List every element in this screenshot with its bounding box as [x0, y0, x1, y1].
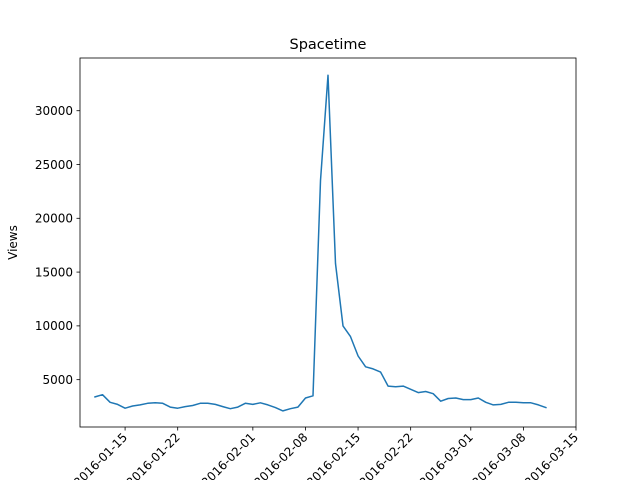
- y-tick-label: 5000: [42, 373, 73, 387]
- y-axis-label: Views: [6, 225, 20, 260]
- x-tick-label: 2016-02-01: [199, 430, 258, 480]
- y-axis-ticks: 5000 10000 15000 20000 25000 30000: [35, 104, 80, 387]
- y-tick-label: 15000: [35, 265, 73, 279]
- chart-title: Spacetime: [290, 37, 367, 53]
- x-tick-label: 2016-03-01: [417, 430, 476, 480]
- x-tick-label: 2016-01-15: [71, 430, 130, 480]
- y-tick-label: 10000: [35, 319, 73, 333]
- plot-frame: [79, 57, 577, 428]
- x-tick-label: 2016-03-08: [469, 430, 528, 480]
- series-line: [94, 74, 547, 412]
- x-tick-label: 2016-02-15: [304, 430, 363, 480]
- x-tick-label: 2016-02-08: [251, 430, 310, 480]
- x-tick-label: 2016-01-22: [124, 430, 183, 480]
- y-tick-label: 25000: [35, 158, 73, 172]
- x-tick-label: 2016-03-15: [522, 430, 581, 480]
- y-tick-label: 20000: [35, 212, 73, 226]
- y-tick-label: 30000: [35, 104, 73, 118]
- x-tick-label: 2016-02-22: [357, 430, 416, 480]
